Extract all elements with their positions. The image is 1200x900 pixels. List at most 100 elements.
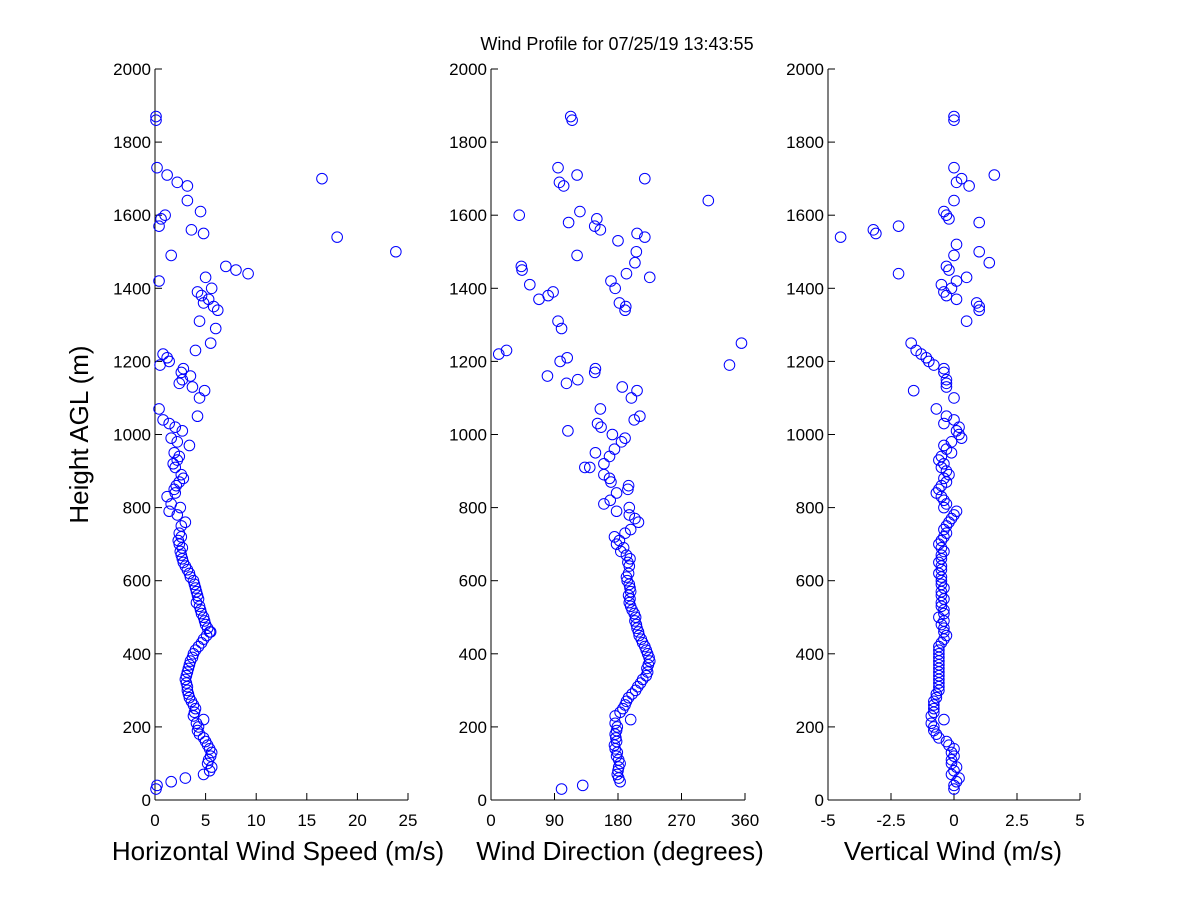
data-point [935,637,948,649]
data-point [933,556,945,569]
data-point [571,169,583,181]
y-tick-label: 1800 [113,133,151,152]
data-point [935,618,948,631]
data-point [174,501,187,514]
data-point [611,721,624,733]
data-point [608,739,621,751]
data-point [935,534,948,547]
y-tick-label: 0 [815,791,824,810]
y-tick-label: 600 [123,572,151,591]
data-point [631,227,643,240]
data-point [202,753,215,766]
x-tick-label: 0 [486,811,495,830]
data-point [589,446,602,459]
data-point [608,443,621,455]
data-point [948,779,960,792]
data-point [155,213,167,225]
data-point [153,275,165,287]
data-point [515,260,528,273]
data-point [834,231,847,243]
data-point [513,209,526,221]
data-point [920,351,933,364]
data-point [928,706,940,719]
data-point [552,161,564,174]
data-point [940,377,953,390]
y-tick-label: 1000 [786,426,824,445]
data-point [940,260,953,273]
y-tick-label: 1400 [449,279,487,298]
data-point [613,534,626,547]
data-point [935,450,948,463]
data-point [940,209,953,221]
data-point [973,304,986,317]
data-point [940,373,953,386]
data-point [169,421,182,433]
data-point [867,224,880,236]
data-point [948,392,960,404]
data-point [619,432,631,444]
data-point [617,542,630,554]
data-point [620,267,633,280]
data-point [948,110,960,123]
y-tick-label: 1600 [113,206,151,225]
y-tick-label: 400 [796,645,824,664]
data-point [940,289,953,302]
data-points [150,110,402,795]
data-point [193,600,206,613]
data-point [541,370,554,382]
data-point [611,746,624,759]
y-tick-label: 2000 [113,60,151,79]
x-axis-label: Horizontal Wind Speed (m/s) [112,836,444,866]
data-point [973,245,986,258]
data-point [150,110,162,123]
data-point [606,428,619,441]
data-point [554,355,566,368]
data-point [150,114,162,126]
data-point [598,498,610,510]
data-point [230,264,242,276]
data-point [624,593,636,605]
data-point [945,446,958,459]
data-point [620,571,633,583]
y-tick-label: 1400 [786,279,824,298]
data-point [641,662,653,675]
data-point [188,706,201,719]
data-point [588,220,601,232]
data-point [195,637,208,649]
y-axis-label: Height AGL (m) [64,345,94,523]
x-tick-label: -5 [820,811,835,830]
data-point [173,538,186,550]
data-point [181,180,194,192]
data-point [203,764,216,777]
data-point [151,161,163,174]
data-point [183,658,196,671]
data-point [943,264,955,276]
y-tick-label: 2000 [786,60,824,79]
data-point [643,271,656,284]
y-tick-label: 600 [796,572,824,591]
x-tick-label: 270 [667,811,695,830]
x-axis-label: Wind Direction (degrees) [476,836,764,866]
y-tick-label: 1400 [113,279,151,298]
data-point [639,231,651,243]
x-tick-label: 0 [150,811,159,830]
data-point [626,688,638,700]
data-point [612,234,624,247]
data-point [163,417,175,430]
data-point [186,381,199,393]
data-point [907,384,920,397]
data-point [615,436,628,448]
y-tick-label: 800 [459,499,487,518]
data-point [970,297,983,309]
data-point [630,618,643,631]
data-point [938,366,950,379]
data-point [938,205,950,218]
data-point [157,348,169,360]
data-point [938,501,950,514]
data-point [605,275,617,287]
data-point [204,626,217,638]
data-point [938,713,950,726]
data-point [191,410,204,423]
data-point [171,176,184,189]
data-point [630,245,643,258]
